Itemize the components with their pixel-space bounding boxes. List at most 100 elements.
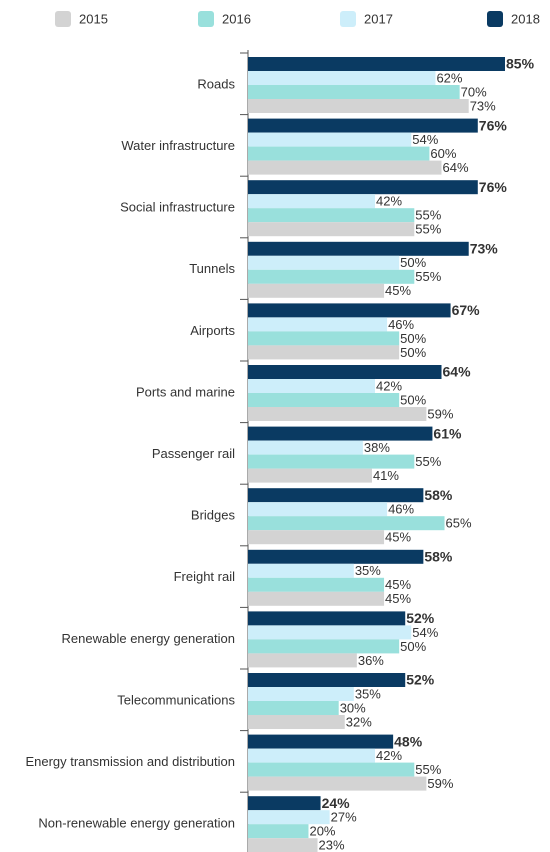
value-label: 55% [415,762,441,777]
value-label: 45% [385,591,411,606]
bar [248,194,375,209]
bar [248,317,388,332]
value-label: 20% [309,824,335,839]
value-label: 67% [452,302,481,318]
value-label: 85% [506,56,535,72]
bar [248,639,400,654]
bar [248,180,478,195]
bar [248,118,478,133]
bar [248,255,400,270]
value-label: 60% [430,146,456,161]
legend-label: 2018 [511,11,540,26]
category-label: Non-renewable energy generation [38,816,235,831]
bar [248,502,388,517]
value-label: 76% [479,179,508,195]
bar [248,454,415,469]
value-label: 38% [364,440,390,455]
value-label: 55% [415,222,441,237]
bar [248,488,424,503]
bar [248,379,375,393]
bar [248,715,345,729]
value-label: 55% [415,269,441,284]
bar [248,208,415,223]
bar [248,132,412,147]
value-label: 73% [470,241,499,257]
bar [248,57,505,71]
bar [248,653,357,668]
value-label: 55% [415,208,441,223]
value-label: 35% [355,686,381,701]
bar [248,365,442,379]
value-label: 30% [340,700,366,715]
bar [248,283,385,298]
value-label: 50% [400,392,426,407]
value-label: 58% [424,549,453,565]
bar [248,734,394,749]
bar [248,748,375,763]
value-label: 62% [436,70,462,85]
category-label: Water infrastructure [121,138,235,153]
bar [248,468,372,483]
value-label: 45% [385,577,411,592]
legend-label: 2016 [222,11,251,26]
value-label: 65% [446,516,472,531]
bar [248,673,406,687]
value-label: 58% [424,487,453,503]
bar [248,331,400,346]
value-label: 48% [394,733,423,749]
category-label: Freight rail [174,569,236,584]
bar [248,99,469,113]
bar [248,222,415,237]
legend-swatch [55,11,71,27]
value-label: 42% [376,748,402,763]
bar [248,516,445,531]
bar [248,85,460,99]
bar [248,563,354,578]
value-label: 50% [400,255,426,270]
category-label: Tunnels [189,261,235,276]
value-label: 59% [427,776,453,791]
value-label: 50% [400,639,426,654]
category-label: Social infrastructure [120,200,235,215]
bar [248,796,321,811]
category-label: Renewable energy generation [62,631,235,646]
bar [248,549,424,564]
category-label: Bridges [191,508,236,523]
value-label: 24% [322,795,351,811]
category-label: Energy transmission and distribution [25,754,235,769]
value-label: 50% [400,345,426,360]
value-label: 76% [479,117,508,133]
value-label: 45% [385,283,411,298]
value-label: 32% [346,714,372,729]
bar [248,530,385,545]
value-label: 35% [355,563,381,578]
bar [248,776,427,791]
bar [248,303,451,318]
bar [248,407,427,421]
value-label: 50% [400,331,426,346]
value-label: 54% [412,132,438,147]
bar [248,810,330,825]
value-label: 64% [443,160,469,175]
bar [248,160,442,175]
category-label: Airports [190,323,235,338]
value-label: 70% [461,84,487,99]
category-label: Ports and marine [136,384,235,399]
value-label: 41% [373,468,399,483]
bar [248,577,385,592]
category-label: Roads [197,76,235,91]
value-label: 42% [376,194,402,209]
legend-label: 2017 [364,11,393,26]
value-label: 59% [427,406,453,421]
bar [248,838,318,852]
value-label: 27% [331,810,357,825]
category-label: Passenger rail [152,446,235,461]
bar [248,71,436,85]
bar [248,687,354,701]
value-label: 55% [415,454,441,469]
bar [248,393,400,407]
legend-swatch [340,11,356,27]
bar [248,611,406,626]
bar [248,591,385,606]
